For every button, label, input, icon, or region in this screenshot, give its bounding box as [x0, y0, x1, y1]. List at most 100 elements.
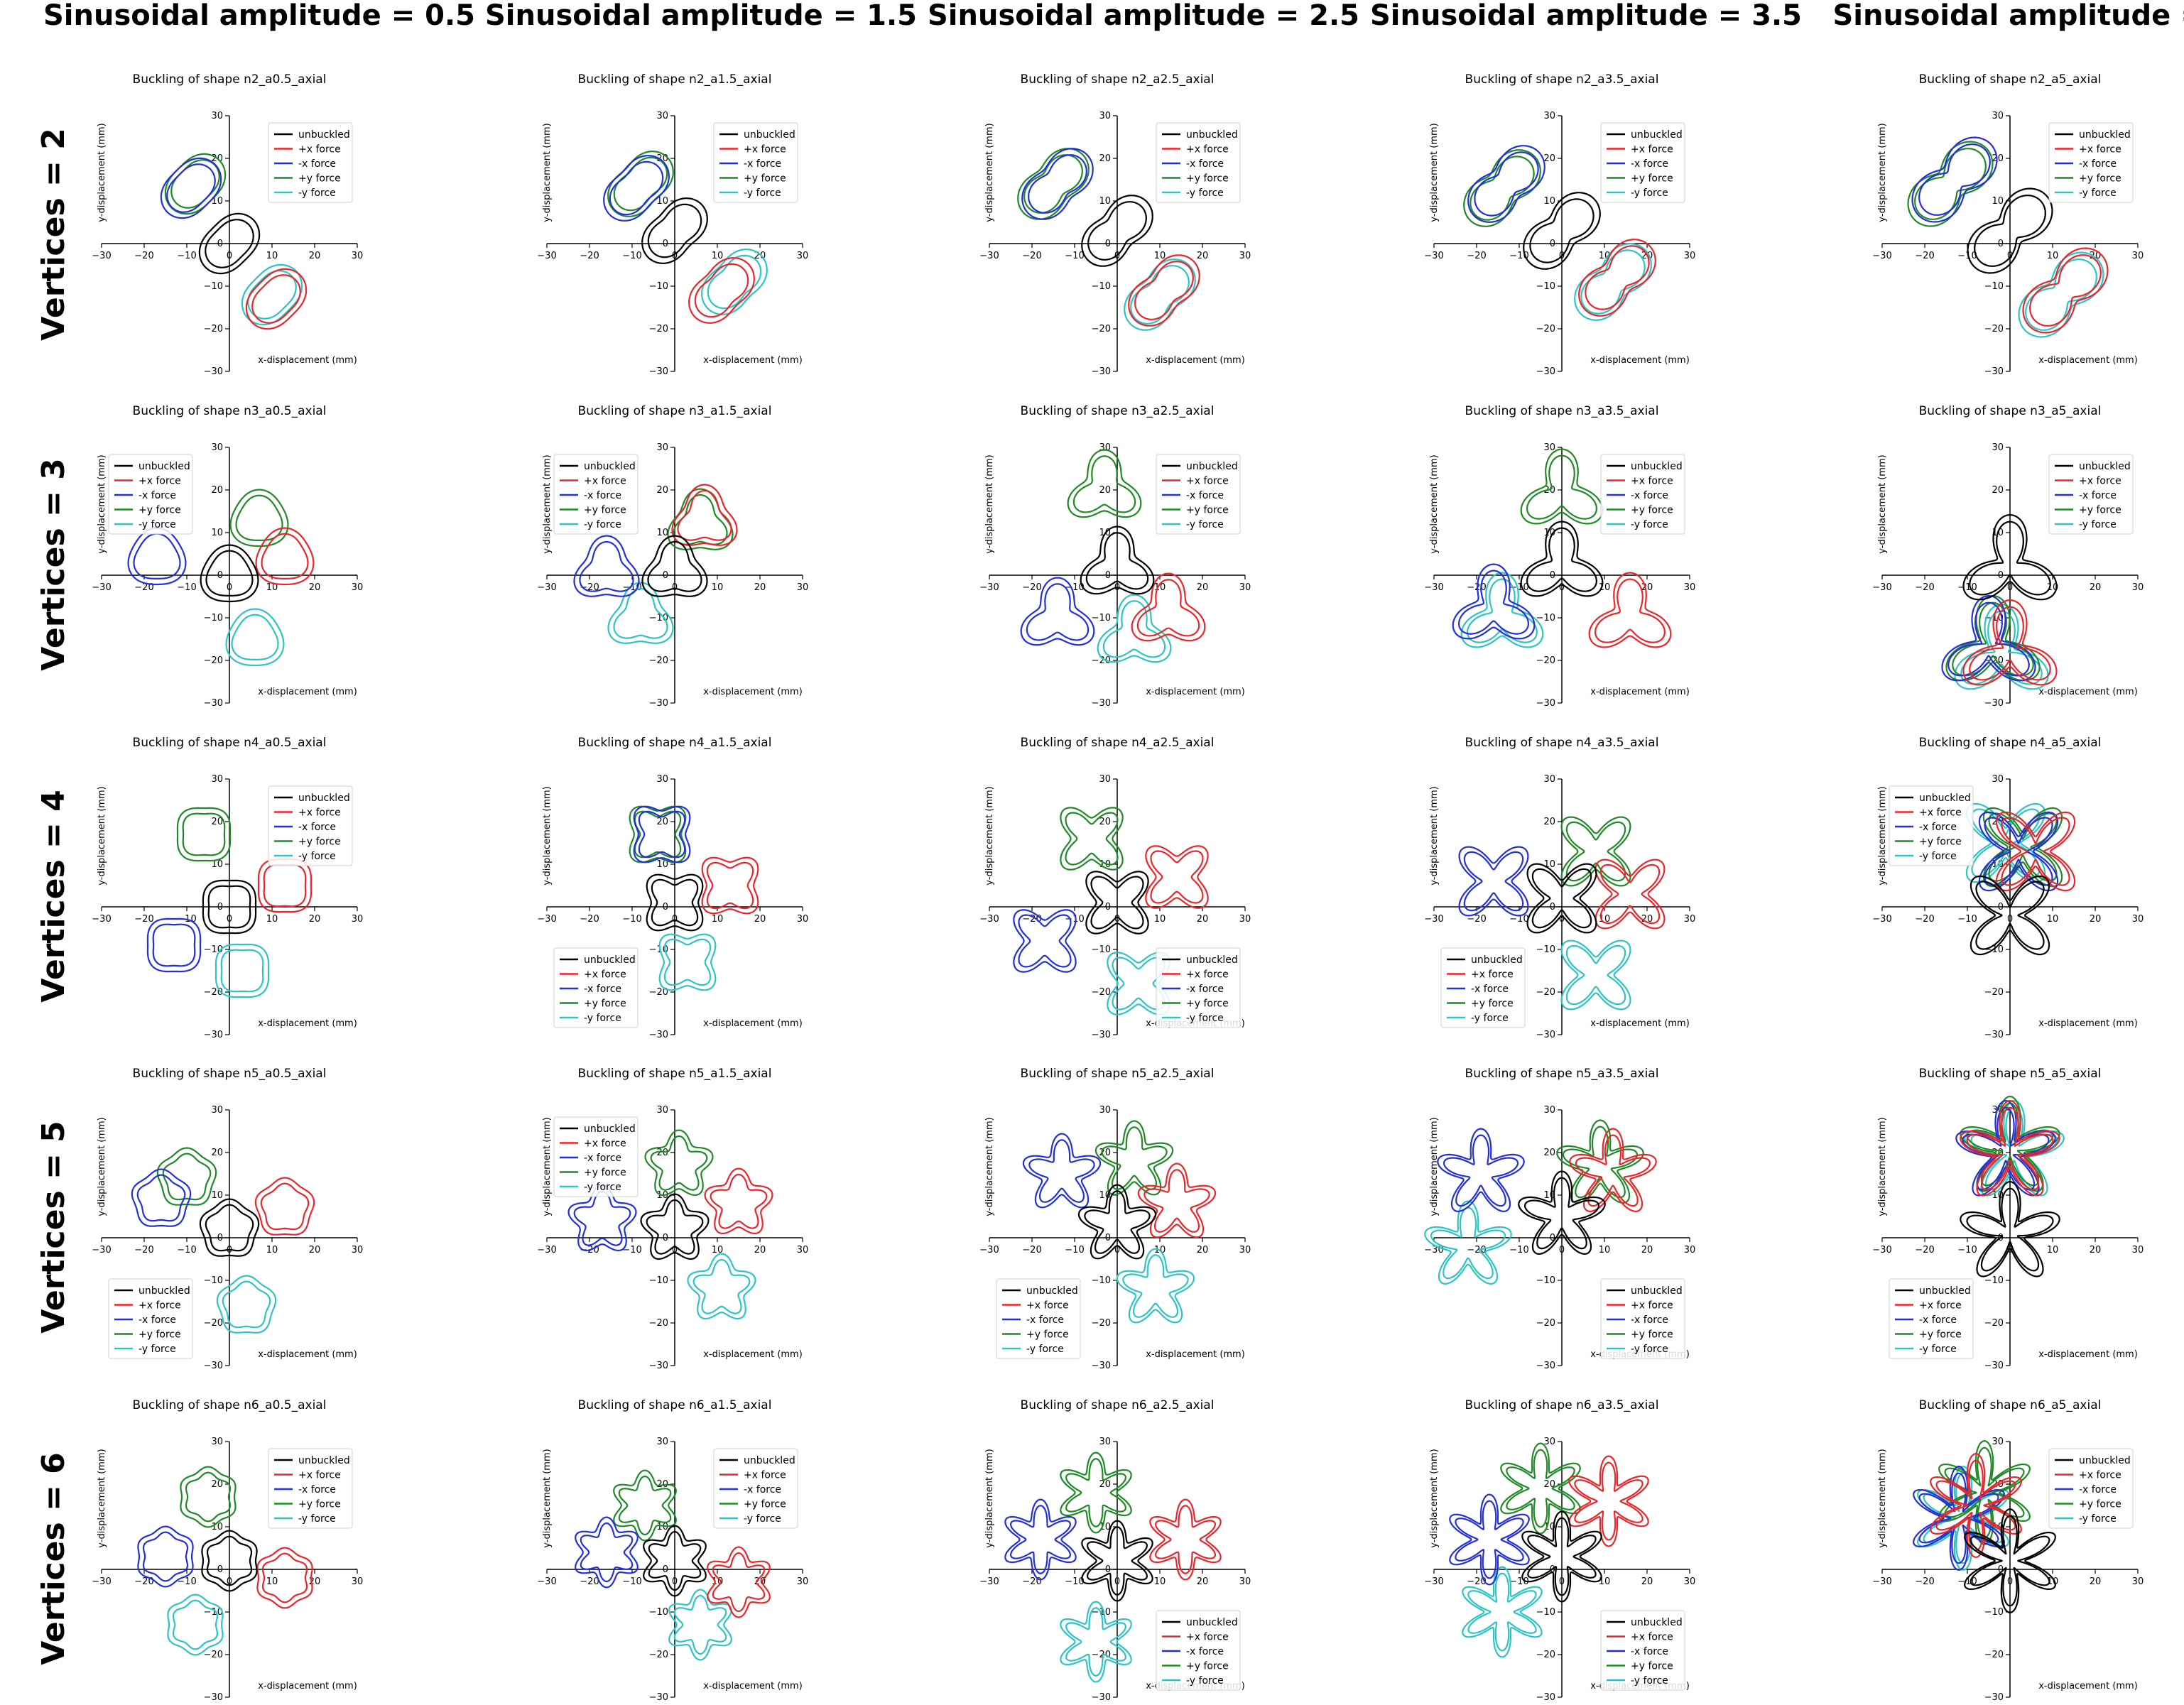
legend-entry: -x force: [1186, 984, 1224, 995]
subplot: Buckling of shape n3_a2.5_axial −30 −20 −10…: [979, 404, 1251, 709]
y-tick-label: −10: [649, 944, 668, 955]
legend-entry: +y force: [1919, 837, 1962, 848]
shape-inner-wall: [170, 159, 220, 209]
y-tick-label: 20: [1099, 153, 1111, 164]
x-axis-label: x-displacement (mm): [1590, 355, 1690, 366]
subplot-title: Buckling of shape n4_a0.5_axial: [133, 736, 327, 750]
x-tick-label: −20: [134, 582, 153, 593]
legend-entry: +y force: [744, 173, 786, 185]
legend-entry: -y force: [1186, 519, 1224, 530]
y-tick-label: 20: [1543, 817, 1555, 827]
legend-entry: -x force: [2079, 1484, 2117, 1496]
y-axis-label: y-displacement (mm): [542, 786, 553, 885]
y-tick-label: 20: [1543, 1148, 1555, 1158]
shape-inner-wall: [677, 489, 732, 541]
column-title: Sinusoidal amplitude = 2.5: [928, 0, 1359, 32]
y-axis-label: y-displacement (mm): [984, 123, 995, 222]
x-tick-label: 0: [672, 914, 678, 925]
subplot-title: Buckling of shape n6_a5_axial: [1919, 1398, 2102, 1412]
y-tick-label: −30: [649, 366, 668, 377]
series-y-force: [644, 1129, 714, 1197]
legend-entry: +y force: [584, 1167, 626, 1179]
series-y-force: [1060, 1451, 1132, 1534]
subplot: Buckling of shape n5_a3.5_axial −30 −20 −10…: [1424, 1067, 1695, 1371]
legend-entry: +x force: [1471, 969, 1514, 981]
x-axis-label: x-displacement (mm): [1146, 1349, 1245, 1360]
legend: unbuckled +x force -x force +y force -y forc…: [713, 1448, 798, 1529]
shape-outer-wall: [1594, 859, 1666, 930]
y-tick-label: 20: [1543, 153, 1555, 164]
legend-box: [1156, 122, 1241, 203]
row-title: Vertices = 5: [36, 1121, 72, 1334]
series-unbuckled: [200, 544, 259, 603]
x-tick-label: −30: [537, 1576, 556, 1587]
shape-inner-wall: [1975, 881, 2045, 950]
y-tick-label: −30: [1092, 366, 1111, 377]
series-y-force: [1574, 243, 1652, 321]
y-tick-label: −10: [1536, 613, 1555, 623]
legend-entry: -x force: [1186, 1646, 1224, 1657]
shape-outer-wall: [245, 268, 308, 330]
y-tick-label: −10: [1536, 281, 1555, 292]
y-tick-label: −20: [1536, 655, 1555, 666]
shape-inner-wall: [712, 1552, 766, 1613]
series-unbuckled: [1964, 1508, 2056, 1614]
y-tick-label: 0: [663, 902, 668, 913]
shape-outer-wall: [1568, 1455, 1649, 1547]
series-y-force: [1560, 939, 1631, 1011]
legend-entry: +x force: [1631, 1632, 1673, 1643]
subplot-title: Buckling of shape n6_a0.5_axial: [133, 1398, 327, 1412]
x-tick-label: 0: [227, 914, 232, 925]
x-tick-label: −10: [622, 1576, 641, 1587]
x-tick-label: −10: [1509, 1245, 1528, 1255]
shape-outer-wall: [704, 1167, 773, 1235]
y-tick-label: 30: [1543, 1105, 1555, 1116]
legend-entry: -y force: [1026, 1344, 1064, 1355]
series-unbuckled: [1962, 513, 2058, 601]
shape-inner-wall: [206, 1535, 253, 1586]
shape-outer-wall: [180, 1466, 237, 1528]
subplot: Buckling of shape n2_a3.5_axial −30 −20 −10…: [1424, 72, 1695, 377]
shape-outer-wall: [701, 249, 768, 315]
y-tick-label: 30: [656, 442, 668, 453]
shape-inner-wall: [260, 1182, 310, 1231]
x-tick-label: −20: [1467, 914, 1486, 925]
y-tick-label: 10: [211, 859, 223, 870]
series-unbuckled: [1967, 187, 2053, 274]
legend: unbuckled +x force -x force +y force -y forc…: [2048, 1448, 2134, 1529]
series-y-force: [1094, 1120, 1174, 1196]
x-tick-label: −20: [1915, 582, 1934, 593]
legend-entry: unbuckled: [584, 1123, 636, 1135]
legend-entry: +x force: [2079, 476, 2121, 487]
shape-inner-wall: [651, 878, 699, 927]
legend-entry: -x force: [1186, 158, 1224, 170]
y-tick-label: −20: [1092, 324, 1111, 334]
shape-inner-wall: [1526, 454, 1598, 520]
shape-outer-wall: [1424, 1200, 1512, 1285]
y-tick-label: −20: [204, 1318, 223, 1329]
subplot: Buckling of shape n5_a2.5_axial −30 −20 −10…: [979, 1067, 1251, 1371]
y-axis-label: y-displacement (mm): [1877, 1117, 1888, 1216]
y-tick-label: −30: [1536, 698, 1555, 709]
legend-entry: +x force: [1186, 1632, 1229, 1643]
subplot-title: Buckling of shape n5_a5_axial: [1919, 1067, 2102, 1081]
shape-inner-wall: [1085, 532, 1149, 590]
shape-inner-wall: [1090, 876, 1144, 930]
subplot-title: Buckling of shape n5_a2.5_axial: [1021, 1067, 1215, 1081]
x-tick-label: 10: [1599, 1576, 1611, 1587]
x-tick-label: −30: [979, 251, 999, 261]
x-tick-label: 0: [672, 1245, 678, 1255]
x-tick-label: −20: [134, 914, 153, 925]
legend: unbuckled +x force -x force +y force -y forc…: [1889, 1278, 1974, 1359]
legend-entry: +y force: [584, 998, 626, 1010]
legend-entry: +y force: [1026, 1329, 1069, 1341]
y-tick-label: −10: [1536, 1275, 1555, 1286]
series-x-force: [1449, 1493, 1530, 1586]
x-tick-label: 30: [2132, 1576, 2144, 1587]
y-tick-label: 0: [1998, 570, 2004, 581]
y-tick-label: −30: [1984, 1030, 2004, 1040]
shape-outer-wall: [1081, 1520, 1153, 1602]
subplot: Buckling of shape n2_a0.5_axial −30 −20 −10…: [92, 72, 363, 377]
y-tick-label: 20: [211, 485, 223, 496]
x-tick-label: −30: [1424, 1245, 1443, 1255]
